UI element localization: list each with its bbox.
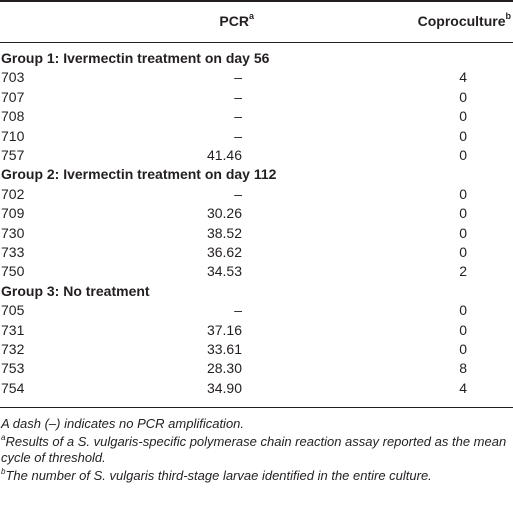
pcr-value-cell: 28.30 [206, 360, 242, 377]
coproculture-value-cell: 0 [459, 302, 467, 319]
coproculture-value-cell: 0 [459, 321, 467, 338]
pcr-value-cell: 30.26 [206, 205, 242, 222]
pcr-value-cell: – [234, 108, 242, 125]
coproculture-value-cell: 0 [459, 147, 467, 163]
pcr-value-cell: 34.90 [206, 379, 242, 396]
horse-id-cell: 732 [1, 341, 25, 357]
horse-id-cell: 753 [1, 360, 25, 377]
horse-id-cell: 705 [1, 302, 25, 319]
pcr-header-label: PCR [219, 13, 249, 29]
pcr-value-cell: 41.46 [206, 147, 242, 163]
coproculture-column-header: Coprocultureb [380, 12, 511, 30]
horse-id-cell: 731 [1, 321, 25, 338]
horse-id-cell: 703 [1, 69, 25, 86]
coproculture-value-cell: 0 [459, 341, 467, 357]
pcr-value-cell: 38.52 [206, 224, 242, 241]
coproculture-value-cell: 2 [459, 263, 467, 280]
footnote-b-text: The number of S. vulgaris third-stage la… [5, 468, 432, 483]
pcr-value-cell: 33.61 [206, 341, 242, 357]
horse-id-cell: 707 [1, 88, 25, 105]
pcr-value-cell: – [234, 69, 242, 86]
coproculture-value-cell: 0 [459, 224, 467, 241]
coproculture-header-footnote-mark: b [505, 11, 512, 22]
horse-id-cell: 709 [1, 205, 25, 222]
coproculture-value-cell: 0 [459, 108, 467, 125]
table-top-rule [0, 0, 513, 2]
footnote-a-mark: a [1, 432, 6, 442]
coproculture-value-cell: 0 [459, 127, 467, 144]
horse-id-cell: 710 [1, 127, 25, 144]
coproculture-value-cell: 4 [459, 69, 467, 86]
pcr-value-cell: 36.62 [206, 244, 242, 260]
footnote-a-text: Results of a S. vulgaris-specific polyme… [1, 434, 507, 465]
table-footnotes: A dash (–) indicates no PCR amplificatio… [1, 416, 511, 484]
footnote-b-mark: b [1, 466, 6, 476]
pcr-value-cell: – [234, 185, 242, 202]
horse-id-cell: 702 [1, 185, 25, 202]
pcr-value-cell: – [234, 302, 242, 319]
footnote-a: aResults of a S. vulgaris-specific polym… [1, 432, 511, 466]
group-title: Group 3: No treatment [1, 282, 150, 299]
table-bottom-rule [0, 407, 513, 408]
horse-id-cell: 757 [1, 147, 25, 163]
header-rule [0, 42, 513, 43]
horse-id-cell: 733 [1, 244, 25, 260]
footnote-dash: A dash (–) indicates no PCR amplificatio… [1, 416, 245, 431]
pcr-value-cell: 37.16 [206, 321, 242, 338]
pcr-column-header: PCRa [184, 12, 254, 30]
pcr-value-cell: – [234, 88, 242, 105]
horse-id-cell: 708 [1, 108, 25, 125]
footnote-b: bThe number of S. vulgaris third-stage l… [1, 466, 511, 484]
coproculture-value-cell: 0 [459, 88, 467, 105]
horse-id-cell: 730 [1, 224, 25, 241]
coproculture-header-label: Coproculture [417, 13, 506, 29]
coproculture-value-cell: 8 [459, 360, 467, 377]
coproculture-value-cell: 4 [459, 379, 467, 396]
pcr-header-footnote-mark: a [248, 11, 254, 22]
pcr-value-cell: – [234, 127, 242, 144]
horse-id-cell: 754 [1, 379, 25, 396]
group-title: Group 2: Ivermectin treatment on day 112 [1, 166, 277, 183]
coproculture-value-cell: 0 [459, 244, 467, 260]
group-title: Group 1: Ivermectin treatment on day 56 [1, 50, 270, 66]
horse-id-cell: 750 [1, 263, 25, 280]
pcr-value-cell: 34.53 [206, 263, 242, 280]
coproculture-value-cell: 0 [459, 205, 467, 222]
coproculture-value-cell: 0 [459, 185, 467, 202]
